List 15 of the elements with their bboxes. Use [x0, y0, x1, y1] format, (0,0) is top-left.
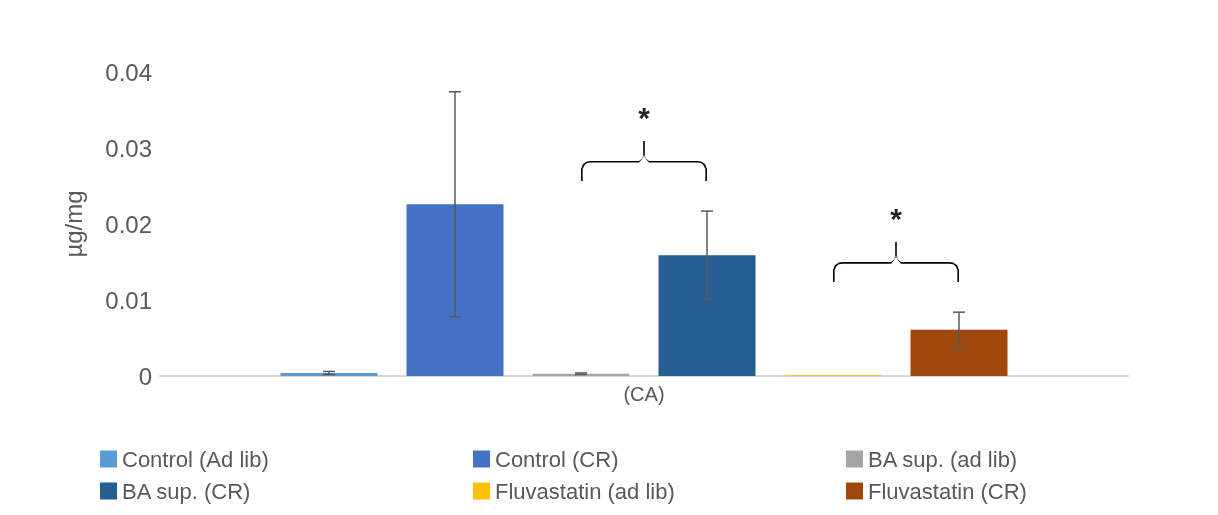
legend-label: Fluvastatin (ad lib) [495, 478, 675, 504]
y-tick-label: 0 [138, 362, 152, 390]
y-tick-label: 0.03 [105, 134, 152, 162]
y-axis-title: µg/mg [59, 190, 87, 258]
y-tick-label: 0.04 [105, 58, 152, 86]
y-tick-label: 0.02 [105, 210, 152, 238]
legend-label: BA sup. (ad lib) [868, 446, 1018, 472]
legend-label: Control (CR) [495, 446, 619, 472]
legend-label: BA sup. (CR) [122, 478, 251, 504]
x-tick-label: (CA) [623, 383, 665, 405]
annotation: * [889, 202, 903, 236]
legend-label: Control (Ad lib) [122, 446, 269, 472]
y-tick-label: 0.01 [105, 286, 152, 314]
annotation: * [637, 101, 651, 135]
legend-label: Fluvastatin (CR) [868, 478, 1027, 504]
